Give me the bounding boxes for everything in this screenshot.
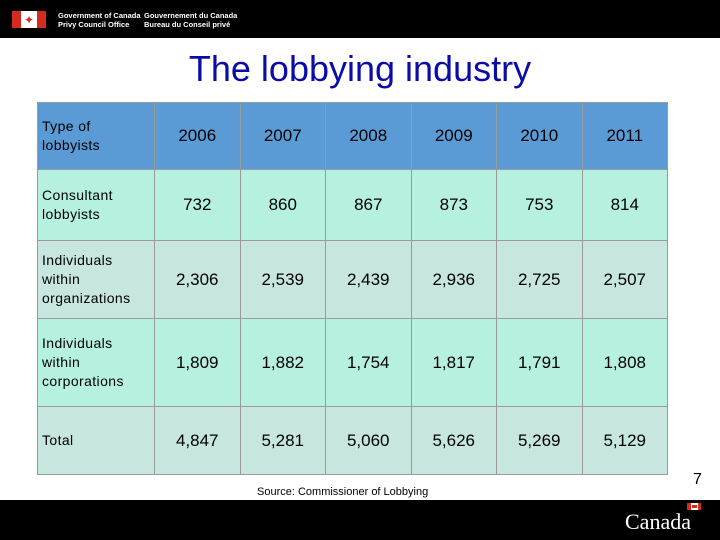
- table-cell: 1,791: [496, 318, 583, 407]
- table-cell: 1,817: [410, 318, 497, 407]
- department-en-line2: Privy Council Office: [58, 20, 130, 29]
- table-row: Total 4,847 5,281 5,060 5,626 5,269 5,12…: [37, 406, 668, 475]
- table-cell: 732: [154, 169, 241, 241]
- year-header: 2009: [410, 102, 497, 170]
- table-cell: 2,936: [410, 240, 497, 319]
- row-label: Total: [37, 406, 155, 475]
- row-label: Individuals within organizations: [37, 240, 155, 319]
- canada-flag-icon: ✦: [12, 11, 46, 28]
- row-label: Consultant lobbyists: [37, 169, 155, 241]
- table-cell: 814: [581, 169, 668, 241]
- table-cell: 1,809: [154, 318, 241, 407]
- canada-wordmark: Canada: [625, 509, 691, 534]
- table-cell: 867: [325, 169, 412, 241]
- table-cell: 5,281: [239, 406, 326, 475]
- year-header: 2010: [496, 102, 583, 170]
- table-header-row: Type of lobbyists 2006 2007 2008 2009 20…: [37, 102, 668, 170]
- table-cell: 2,725: [496, 240, 583, 319]
- row-label: Individuals within corporations: [37, 318, 155, 407]
- table-cell: 860: [239, 169, 326, 241]
- department-en-line1: Government of Canada: [58, 11, 141, 20]
- department-name-fr: Gouvernement du Canada Bureau du Conseil…: [144, 11, 237, 29]
- corner-label: Type of lobbyists: [37, 102, 155, 170]
- table-cell: 873: [410, 169, 497, 241]
- department-name-en: Government of Canada Privy Council Offic…: [58, 11, 141, 29]
- bottom-banner: [0, 500, 720, 540]
- table-cell: 5,269: [496, 406, 583, 475]
- year-header: 2011: [581, 102, 668, 170]
- table-cell: 4,847: [154, 406, 241, 475]
- year-header: 2006: [154, 102, 241, 170]
- table-cell: 2,439: [325, 240, 412, 319]
- table-row: Consultant lobbyists 732 860 867 873 753…: [37, 169, 668, 241]
- wordmark-flag-icon: [687, 503, 701, 510]
- table-cell: 2,507: [581, 240, 668, 319]
- table-cell: 5,129: [581, 406, 668, 475]
- table-row: Individuals within organizations 2,306 2…: [37, 240, 668, 319]
- slide-title: The lobbying industry: [188, 48, 532, 89]
- table-cell: 753: [496, 169, 583, 241]
- department-fr-line2: Bureau du Conseil privé: [144, 20, 231, 29]
- table-cell: 2,306: [154, 240, 241, 319]
- top-banner: ✦ Government of Canada Privy Council Off…: [0, 0, 720, 38]
- table-cell: 1,882: [239, 318, 326, 407]
- source-note: Source: Commissioner of Lobbying: [257, 486, 429, 498]
- page-number: 7: [693, 471, 702, 488]
- department-fr-line1: Gouvernement du Canada: [144, 11, 238, 20]
- table-cell: 5,060: [325, 406, 412, 475]
- table-cell: 5,626: [410, 406, 497, 475]
- year-header: 2007: [239, 102, 326, 170]
- table-row: Individuals within corporations 1,809 1,…: [37, 318, 668, 407]
- table-cell: 1,754: [325, 318, 412, 407]
- table-cell: 1,808: [581, 318, 668, 407]
- year-header: 2008: [325, 102, 412, 170]
- lobbying-table: Type of lobbyists 2006 2007 2008 2009 20…: [37, 102, 668, 475]
- table-cell: 2,539: [239, 240, 326, 319]
